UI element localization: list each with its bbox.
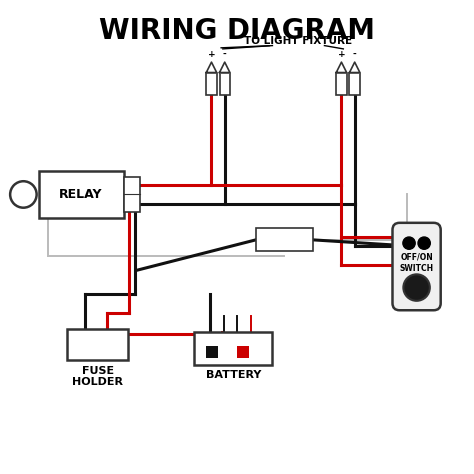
Bar xyxy=(206,346,218,358)
Polygon shape xyxy=(206,62,217,73)
Polygon shape xyxy=(336,62,346,73)
Polygon shape xyxy=(219,62,230,73)
Text: BATTERY: BATTERY xyxy=(206,370,261,380)
Bar xyxy=(349,73,360,95)
Text: -: - xyxy=(353,50,356,59)
Bar xyxy=(67,329,128,360)
Bar xyxy=(124,177,140,212)
Circle shape xyxy=(403,237,415,249)
Bar xyxy=(237,346,249,358)
Bar xyxy=(194,331,273,365)
Bar xyxy=(38,171,124,218)
Text: -: - xyxy=(223,50,227,59)
Text: SWITCH: SWITCH xyxy=(400,264,434,273)
Bar xyxy=(206,73,217,95)
Text: +: + xyxy=(337,50,345,59)
FancyBboxPatch shape xyxy=(392,223,441,310)
Polygon shape xyxy=(349,62,360,73)
Circle shape xyxy=(403,274,430,301)
Text: +: + xyxy=(208,50,215,59)
Circle shape xyxy=(418,237,430,249)
Circle shape xyxy=(10,181,36,208)
Text: WIRING DIAGRAM: WIRING DIAGRAM xyxy=(99,17,375,45)
Bar xyxy=(219,73,230,95)
Bar xyxy=(336,73,346,95)
Text: OFF/ON: OFF/ON xyxy=(400,253,433,262)
Text: TO LIGHT FIXTURE: TO LIGHT FIXTURE xyxy=(245,36,353,46)
Bar xyxy=(256,228,313,251)
Text: FUSE
HOLDER: FUSE HOLDER xyxy=(72,365,123,387)
Text: RELAY: RELAY xyxy=(59,188,103,201)
